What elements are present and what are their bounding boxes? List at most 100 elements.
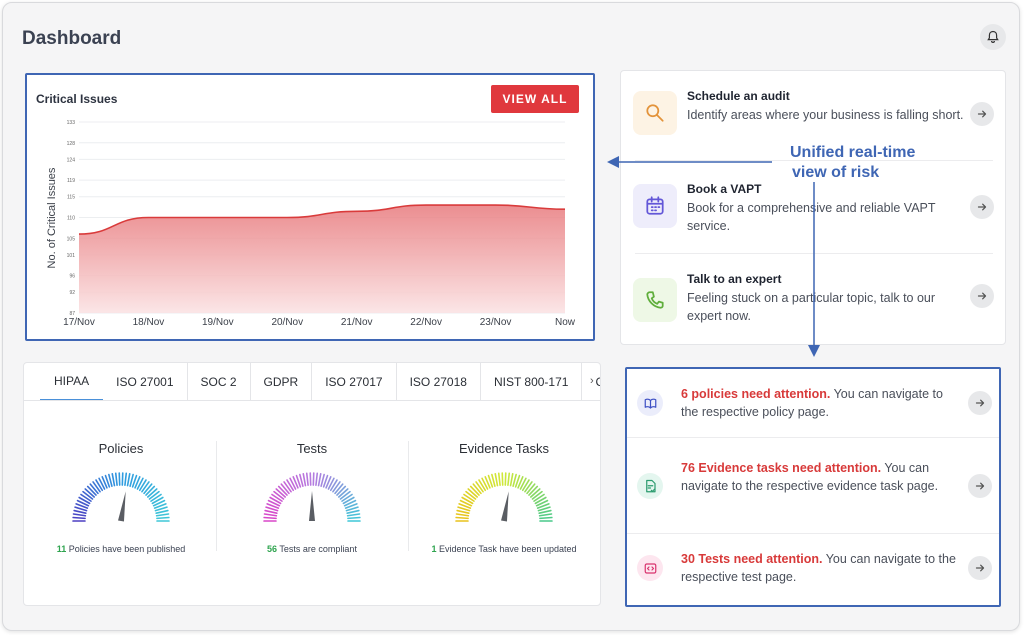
attention-item[interactable]: 30 Tests need attention. You can navigat… — [627, 533, 999, 603]
tab-gdpr[interactable]: GDPR — [251, 363, 313, 400]
action-go-button[interactable] — [970, 102, 994, 126]
gauge-tick — [531, 490, 543, 500]
action-schedule-an-audit[interactable]: Schedule an audit Identify areas where yo… — [621, 71, 1005, 161]
gauge-tick — [341, 493, 353, 502]
document-check-icon — [645, 479, 656, 492]
gauge-tick — [134, 476, 141, 489]
action-talk-to-an-expert[interactable]: Talk to an expert Feeling stuck on a part… — [621, 256, 1005, 346]
attention-go-button[interactable] — [968, 556, 992, 580]
quick-actions-card: Schedule an audit Identify areas where yo… — [620, 70, 1006, 345]
gauge-tick — [322, 474, 329, 488]
gauge-needle — [501, 491, 509, 522]
tab-csa[interactable]: CSA — [582, 363, 600, 400]
y-axis-label: No. of Critical Issues — [46, 167, 58, 268]
gauge-title: Tests — [296, 441, 328, 456]
attention-divider — [627, 437, 999, 438]
gauge-tick — [114, 472, 118, 487]
gauge-caption-text: Evidence Task have been updated — [439, 544, 577, 554]
attention-go-button[interactable] — [968, 474, 992, 498]
tab-hipaa[interactable]: HIPAA — [40, 363, 104, 400]
action-go-button[interactable] — [970, 195, 994, 219]
series-line — [78, 204, 566, 235]
gauge-caption: 11 Policies have been published — [26, 544, 216, 554]
gauge-tick — [108, 473, 113, 487]
attention-divider — [627, 533, 999, 534]
gauge-caption-text: Policies have been published — [68, 544, 186, 554]
tab-nist-800-171[interactable]: NIST 800-171 — [481, 363, 583, 400]
arrow-right-icon — [975, 399, 985, 407]
gauge-tick — [138, 479, 147, 492]
tab-iso-27018[interactable]: ISO 27018 — [397, 363, 481, 400]
action-go-button[interactable] — [970, 284, 994, 308]
gauge-tick — [153, 503, 167, 509]
attention-text: 76 Evidence tasks need attention. You ca… — [681, 459, 956, 495]
gauge-divider — [216, 441, 217, 551]
action-divider — [635, 160, 993, 161]
gauge-tick — [283, 481, 292, 493]
gauge-tick — [461, 496, 474, 505]
gauge-tick — [533, 493, 545, 502]
book-icon — [644, 398, 656, 409]
action-book-a-vapt[interactable]: Book a VAPT Book for a comprehensive and … — [621, 164, 1005, 254]
attention-description: You can navigate to the respective polic… — [681, 387, 943, 419]
gauge-tick — [534, 496, 547, 505]
gauge-tick — [141, 481, 150, 493]
tab-iso-27001[interactable]: ISO 27001 — [103, 363, 188, 400]
gauge-tick — [334, 483, 344, 495]
gauge-tick — [519, 477, 527, 490]
tab-soc-2[interactable]: SOC 2 — [188, 363, 251, 400]
gauge-tick — [156, 516, 170, 520]
gauge-tick — [521, 479, 530, 492]
gauge-tick — [266, 503, 280, 509]
y-tick-label: 133 — [67, 120, 76, 126]
gauge-tick — [277, 485, 288, 496]
gauge-tick — [111, 472, 116, 487]
attention-icon-box — [637, 555, 663, 581]
gauge-tick — [535, 499, 549, 507]
action-description: Identify areas where your business is fa… — [687, 108, 964, 122]
gauge-tick — [275, 488, 286, 498]
gauge-tick — [82, 490, 94, 500]
gauge-tick — [280, 483, 290, 495]
gauge-tick — [95, 479, 104, 492]
attention-item[interactable]: 76 Evidence tasks need attention. You ca… — [627, 439, 999, 533]
gauge-tick — [530, 488, 541, 498]
gauge-tick — [469, 485, 480, 496]
gauge-tick — [497, 472, 501, 487]
gauge-tick — [528, 485, 539, 496]
y-tick-label: 128 — [67, 141, 76, 147]
x-tick-label: Now — [555, 317, 576, 328]
gauge-tick — [305, 472, 309, 487]
x-tick-label: 22/Nov — [410, 317, 442, 328]
annotation-label: Unified real-time view of risk — [790, 143, 936, 183]
gauge-tick — [101, 476, 108, 489]
arrow-right-icon — [977, 110, 987, 118]
annotation-line-2: view of risk — [792, 164, 880, 181]
gauge-tick — [517, 476, 524, 489]
tab-iso-27017[interactable]: ISO 27017 — [312, 363, 397, 400]
action-title: Talk to an expert — [687, 272, 782, 286]
calendar-icon — [646, 196, 664, 215]
action-icon-box — [633, 91, 677, 135]
action-divider — [635, 253, 993, 254]
gauge-tick — [539, 516, 553, 520]
view-all-button[interactable]: VIEW ALL — [491, 85, 579, 113]
gauge-tick — [267, 499, 281, 507]
action-description: Book for a comprehensive and reliable VA… — [687, 201, 936, 233]
attention-go-button[interactable] — [968, 391, 992, 415]
gauge-tick — [315, 472, 319, 487]
gauge-tick — [75, 503, 89, 509]
gauge-tick — [104, 474, 111, 488]
tabs-scroll-right-icon[interactable]: › — [590, 375, 594, 387]
action-icon-box — [633, 278, 677, 322]
gauge-tick — [78, 496, 91, 505]
arrow-right-icon — [975, 482, 985, 490]
attention-item[interactable]: 6 policies need attention. You can navig… — [627, 369, 999, 437]
gauge-caption: 1 Evidence Task have been updated — [409, 544, 599, 554]
gauge-tick — [342, 496, 355, 505]
gauge-tick — [264, 509, 278, 514]
notifications-button[interactable] — [980, 24, 1006, 50]
gauge-tick — [89, 483, 99, 495]
gauge-tick — [148, 490, 160, 500]
gauge-tick — [263, 516, 277, 520]
